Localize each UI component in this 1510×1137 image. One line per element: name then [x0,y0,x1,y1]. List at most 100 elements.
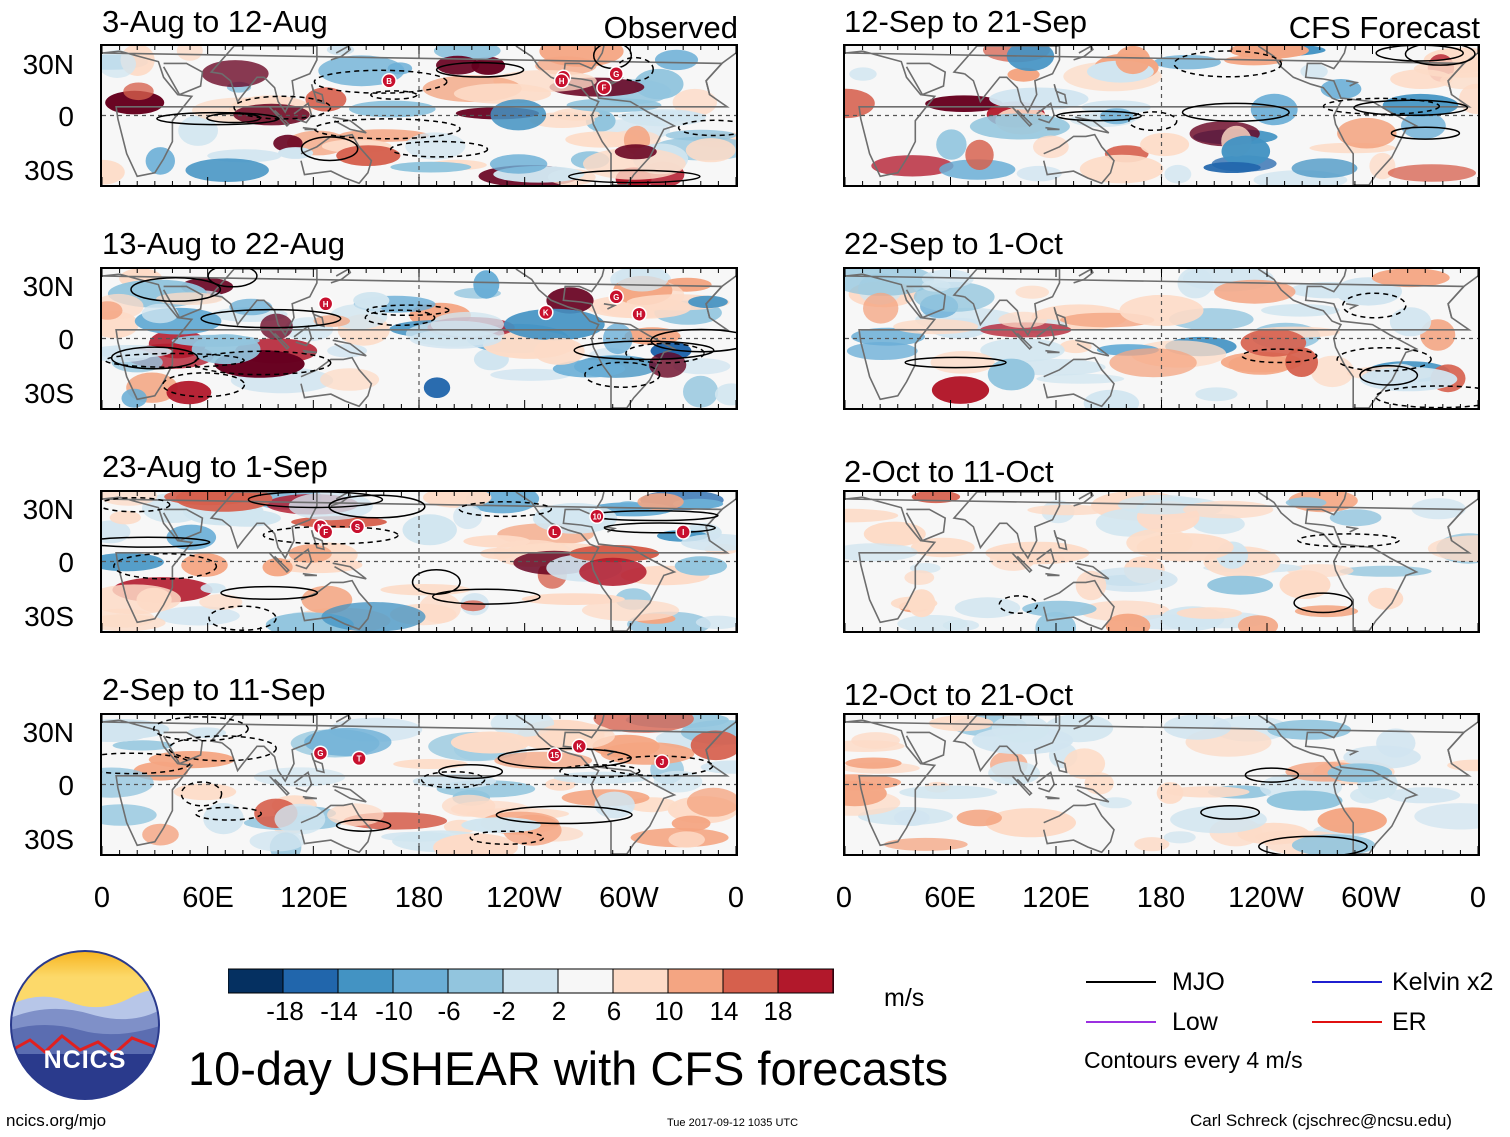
xlabel-0-end: 0 [727,882,745,914]
xlabel-180: 180 [1136,882,1186,914]
mjo-contour [904,356,1007,369]
ylabel-30s: 30S [24,601,74,632]
anomaly-blob [593,715,694,733]
anomaly-blob [441,794,496,817]
coastline [1045,126,1060,131]
mjo-contour [370,90,418,100]
anomaly-blob [714,383,736,406]
mjo-contour [1241,348,1318,364]
anomaly-blob [1447,759,1478,772]
coastline [1011,775,1033,797]
anomaly-blob [233,103,310,126]
axis-ticks [102,269,736,408]
colorbar-bin [228,968,284,994]
colorbar-bin [392,968,449,994]
storm-marker-label: H [559,77,565,86]
coastline [705,52,736,95]
map-panel: H K G H [100,267,738,410]
coastlines [102,46,736,185]
storm-marker [608,289,624,305]
anomaly-blob [253,767,346,787]
anomaly-blob [965,139,994,170]
storm-marker-label: B [386,77,392,86]
coastline [302,126,317,131]
coastline [515,46,677,185]
anomaly-blob [921,269,974,289]
coastline [905,508,947,542]
coastline [952,715,1061,783]
xlabel-60e: 60E [182,882,234,914]
anomaly-blob [176,46,203,61]
coastline [1045,572,1060,577]
coastline [209,492,318,560]
storm-marker [675,524,691,540]
anomaly-blob [1279,570,1331,599]
ylabel-30s: 30S [24,155,74,186]
legend-swatch-kelvin [1312,981,1382,983]
panel-title-fcst-1: 12-Sep to 21-Sep [844,4,1088,39]
panel-title-fcst-3: 2-Oct to 11-Oct [844,454,1054,489]
anomaly-blob [904,570,935,585]
mjo-contour [389,140,489,158]
anomaly-blob [1387,164,1476,182]
anomaly-blob [489,154,548,174]
anomaly-blob [1085,567,1178,592]
map-panel: G T 15 K J [100,713,738,856]
coastline [302,349,317,354]
coastline [162,285,204,319]
anomaly-blob [1214,279,1296,304]
anomaly-blob [653,770,703,793]
coastline [1075,562,1110,580]
anomaly-blob [1390,69,1453,89]
legend-swatch-er [1312,1021,1382,1023]
anomaly-blob [274,803,326,835]
storm-marker-label: F [323,528,328,537]
map-panel [843,713,1480,856]
ylabel-eq: 0 [58,324,74,355]
colorbar-tick: -14 [320,996,358,1026]
anomaly-blob [387,62,413,75]
anomaly-blob [521,593,625,605]
anomaly-blob [1016,165,1062,182]
anomaly-blob [473,270,500,299]
colorbar-tick: 6 [606,996,622,1026]
anomaly-blob [907,589,936,618]
storm-marker [571,738,588,755]
coastline [1075,785,1110,803]
coastlines [102,715,736,854]
coastline [1011,329,1033,351]
coastline [1073,269,1094,284]
anomaly-blob [987,358,1035,391]
anomaly-blob [871,155,954,177]
colorbar-tick: 2 [551,996,567,1026]
site-link[interactable]: ncics.org/mjo [6,1111,107,1130]
storm-marker [538,304,554,321]
anomaly-blob [1015,285,1049,299]
anomaly-blob [175,492,273,512]
mjo-contour [1375,46,1464,62]
colorbar-bin [337,968,394,994]
mjo-contour [313,69,448,94]
author-credit: Carl Schreck (cjschrec@ncsu.edu) [1190,1111,1452,1130]
anomaly-blob [956,809,1002,827]
mjo-contours [1200,767,1368,854]
anomaly-blob [594,791,635,819]
coastline [300,356,373,408]
mjo-contour [328,494,426,519]
anomaly-blob [1291,158,1358,178]
anomaly-blob [166,524,217,550]
anomaly-field [845,269,1466,408]
anomaly-blob [405,132,466,160]
mjo-contours [1056,46,1476,140]
anomaly-blob [654,49,699,71]
mjo-contours [102,716,714,845]
anomaly-blob [1207,575,1273,595]
xlabel-180: 180 [394,882,444,914]
coastline [332,785,367,803]
storm-marker [546,747,563,763]
coastline [330,715,352,730]
xlabel-0-end: 0 [1469,882,1487,914]
mjo-contour [233,95,332,120]
anomaly-blob [433,833,518,854]
anomaly-blob [102,159,125,185]
